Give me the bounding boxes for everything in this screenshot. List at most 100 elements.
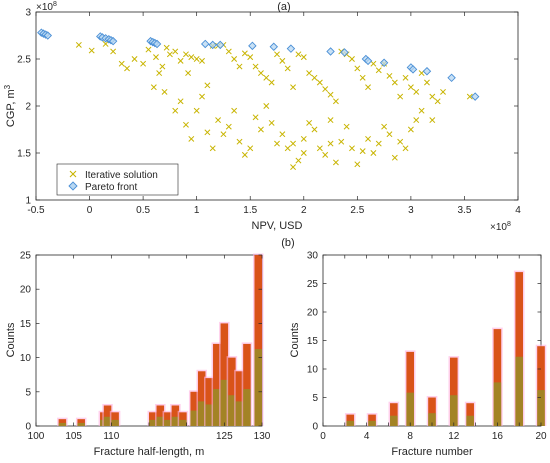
y-exponent: ×108 [36,1,57,13]
pareto-point [43,31,53,40]
iterative-point [177,98,184,105]
iterative-point [284,65,291,72]
iterative-point [375,67,382,74]
iterative-point [124,65,130,72]
half-length-bar [177,410,189,426]
half-length-ticks: 100 105 110 125 130 0 5 10 15 20 25 [20,251,271,443]
iterative-point [257,70,264,77]
iterative-point [332,98,339,105]
iterative-point [252,114,259,121]
iterative-point [188,135,195,142]
legend-label-pareto: Pareto front [85,182,137,193]
iterative-point [300,135,307,142]
iterative-point [204,82,211,89]
x-tick-label: 2.5 [350,205,364,216]
x-exponent: ×108 [490,221,511,233]
iterative-point [193,56,200,62]
iterative-point [365,135,371,142]
half-length-bar [162,410,174,426]
x-tick-label: -0.5 [27,205,45,216]
y-tick-label: 2.5 [17,55,31,66]
fracture-number-x-tick-label: 20 [535,431,547,442]
y-exponent-base: ×10 [36,2,53,13]
panel-label-b: (b) [281,237,294,249]
iterative-point [359,74,366,81]
iterative-point [311,126,318,133]
fracture-number-x-tick-label: 4 [364,431,370,442]
iterative-point [322,86,329,93]
iterative-point [381,123,388,130]
iterative-point [199,57,205,64]
iterative-point [290,84,297,91]
iterative-point [440,88,446,95]
fracture-number-bar [404,350,416,426]
iterative-point [199,93,205,100]
fracture-number-y-axis-label: Counts [289,322,301,357]
half-length-bar [170,403,181,426]
half-length-histogram-panel: (b) 100 105 110 125 130 0 5 10 15 20 25 Fracture h… [5,237,295,458]
iterative-point [316,79,323,86]
x-axis-label: NPV, USD [252,220,303,232]
iterative-point [338,138,345,145]
iterative-point [274,51,280,58]
iterative-point [349,145,355,152]
iterative-point [236,63,243,70]
legend: Iterative solution Pareto front [56,163,179,196]
iterative-point [349,56,355,62]
x-tick-label: 0.5 [136,205,150,216]
half-length-y-tick-label: 25 [20,251,32,262]
iterative-point [188,54,195,61]
iterative-point [145,46,152,53]
pareto-point [422,66,432,76]
iterative-point [183,51,189,58]
half-length-bar [57,417,68,426]
iterative-point [391,79,398,86]
fracture-number-bar [426,396,438,426]
fracture-number-y-tick-label: 0 [312,422,318,433]
iterative-point [300,150,307,156]
legend-marker-iterative [69,170,77,178]
x-tick-label: 3.5 [457,205,471,216]
x-exponent-base: ×10 [490,222,507,233]
iterative-point [150,84,157,91]
iterative-point [183,121,189,128]
pareto-point [248,41,257,51]
iterative-point [118,60,125,67]
half-length-x-tick-label: 110 [103,431,119,442]
iterative-point [332,159,339,166]
iterative-point [386,72,393,79]
iterative-point [241,50,248,57]
fracture-number-bar [513,270,525,426]
pareto-point [408,65,418,74]
iterative-point [466,93,473,100]
fracture-number-y-tick-label: 10 [307,365,319,376]
fracture-number-histogram-panel: 0 4 8 12 16 20 0 5 10 15 20 25 30 Fracture number Co… [289,251,547,459]
iterative-point [295,51,302,58]
iterative-point [161,88,168,95]
iterative-point [231,107,238,114]
pareto-point [470,92,480,101]
x-tick-label: 1 [194,205,200,216]
iterative-point [247,54,254,61]
half-length-y-tick-label: 20 [20,285,32,296]
x-tick-label: 0 [87,205,93,216]
iterative-point [290,140,297,147]
fracture-number-y-tick-label: 20 [307,308,319,319]
iterative-point [279,57,286,64]
half-length-bar [226,356,238,426]
iterative-point [290,164,297,171]
pareto-point [379,58,389,67]
fracture-number-x-tick-label: 16 [492,431,504,442]
iterative-point [354,65,361,72]
iterative-point [306,70,313,77]
half-length-y-tick-label: 15 [20,319,32,330]
iterative-point [424,79,430,86]
fracture-number-bar [388,401,400,426]
fracture-number-bar [344,413,356,426]
fracture-number-bars [344,270,547,426]
scatter-points [37,28,480,171]
iterative-point [209,145,216,152]
pareto-point [447,73,456,83]
fracture-number-bar [366,413,378,426]
iterative-point [215,117,222,124]
